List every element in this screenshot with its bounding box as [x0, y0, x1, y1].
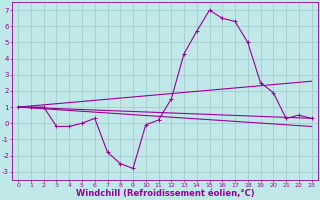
X-axis label: Windchill (Refroidissement éolien,°C): Windchill (Refroidissement éolien,°C) [76, 189, 254, 198]
